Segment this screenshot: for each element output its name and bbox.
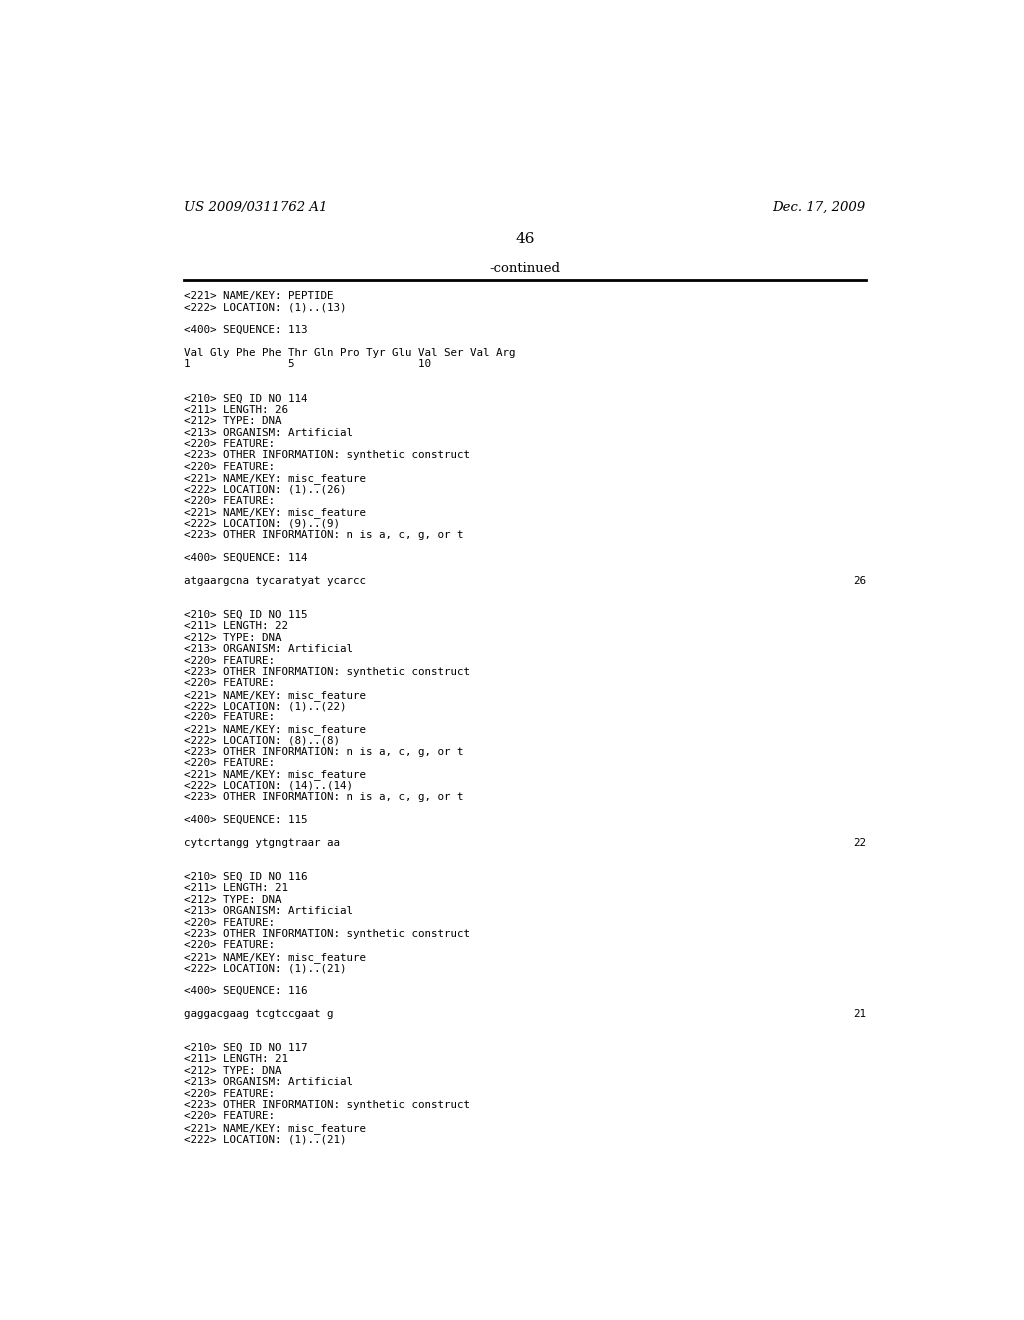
Text: 22: 22: [853, 838, 866, 847]
Text: <211> LENGTH: 21: <211> LENGTH: 21: [183, 883, 288, 894]
Text: atgaargcna tycaratyat ycarcc: atgaargcna tycaratyat ycarcc: [183, 576, 366, 586]
Text: <220> FEATURE:: <220> FEATURE:: [183, 1089, 274, 1098]
Text: <223> OTHER INFORMATION: n is a, c, g, or t: <223> OTHER INFORMATION: n is a, c, g, o…: [183, 747, 463, 756]
Text: <220> FEATURE:: <220> FEATURE:: [183, 940, 274, 950]
Text: <400> SEQUENCE: 113: <400> SEQUENCE: 113: [183, 325, 307, 335]
Text: <222> LOCATION: (1)..(21): <222> LOCATION: (1)..(21): [183, 964, 346, 973]
Text: <221> NAME/KEY: misc_feature: <221> NAME/KEY: misc_feature: [183, 1123, 366, 1134]
Text: <223> OTHER INFORMATION: synthetic construct: <223> OTHER INFORMATION: synthetic const…: [183, 929, 470, 939]
Text: 21: 21: [853, 1008, 866, 1019]
Text: <220> FEATURE:: <220> FEATURE:: [183, 496, 274, 506]
Text: <222> LOCATION: (1)..(13): <222> LOCATION: (1)..(13): [183, 302, 346, 313]
Text: <220> FEATURE:: <220> FEATURE:: [183, 462, 274, 471]
Text: <221> NAME/KEY: misc_feature: <221> NAME/KEY: misc_feature: [183, 473, 366, 484]
Text: <221> NAME/KEY: misc_feature: <221> NAME/KEY: misc_feature: [183, 689, 366, 701]
Text: <212> TYPE: DNA: <212> TYPE: DNA: [183, 1065, 282, 1076]
Text: Val Gly Phe Phe Thr Gln Pro Tyr Glu Val Ser Val Arg: Val Gly Phe Phe Thr Gln Pro Tyr Glu Val …: [183, 348, 515, 358]
Text: <212> TYPE: DNA: <212> TYPE: DNA: [183, 895, 282, 904]
Text: 46: 46: [515, 231, 535, 246]
Text: <212> TYPE: DNA: <212> TYPE: DNA: [183, 416, 282, 426]
Text: <220> FEATURE:: <220> FEATURE:: [183, 1111, 274, 1122]
Text: -continued: -continued: [489, 263, 560, 276]
Text: <210> SEQ ID NO 117: <210> SEQ ID NO 117: [183, 1043, 307, 1053]
Text: <221> NAME/KEY: PEPTIDE: <221> NAME/KEY: PEPTIDE: [183, 290, 333, 301]
Text: 1               5                   10: 1 5 10: [183, 359, 431, 370]
Text: cytcrtangg ytgngtraar aa: cytcrtangg ytgngtraar aa: [183, 838, 340, 847]
Text: <222> LOCATION: (1)..(26): <222> LOCATION: (1)..(26): [183, 484, 346, 495]
Text: gaggacgaag tcgtccgaat g: gaggacgaag tcgtccgaat g: [183, 1008, 333, 1019]
Text: <213> ORGANISM: Artificial: <213> ORGANISM: Artificial: [183, 644, 353, 655]
Text: <222> LOCATION: (9)..(9): <222> LOCATION: (9)..(9): [183, 519, 340, 529]
Text: <213> ORGANISM: Artificial: <213> ORGANISM: Artificial: [183, 1077, 353, 1088]
Text: <223> OTHER INFORMATION: synthetic construct: <223> OTHER INFORMATION: synthetic const…: [183, 1100, 470, 1110]
Text: <220> FEATURE:: <220> FEATURE:: [183, 917, 274, 928]
Text: <220> FEATURE:: <220> FEATURE:: [183, 678, 274, 688]
Text: <222> LOCATION: (1)..(21): <222> LOCATION: (1)..(21): [183, 1134, 346, 1144]
Text: <223> OTHER INFORMATION: n is a, c, g, or t: <223> OTHER INFORMATION: n is a, c, g, o…: [183, 531, 463, 540]
Text: <223> OTHER INFORMATION: n is a, c, g, or t: <223> OTHER INFORMATION: n is a, c, g, o…: [183, 792, 463, 803]
Text: <210> SEQ ID NO 115: <210> SEQ ID NO 115: [183, 610, 307, 620]
Text: <211> LENGTH: 21: <211> LENGTH: 21: [183, 1055, 288, 1064]
Text: <210> SEQ ID NO 116: <210> SEQ ID NO 116: [183, 873, 307, 882]
Text: <222> LOCATION: (8)..(8): <222> LOCATION: (8)..(8): [183, 735, 340, 746]
Text: <220> FEATURE:: <220> FEATURE:: [183, 758, 274, 768]
Text: US 2009/0311762 A1: US 2009/0311762 A1: [183, 201, 328, 214]
Text: <213> ORGANISM: Artificial: <213> ORGANISM: Artificial: [183, 428, 353, 438]
Text: <210> SEQ ID NO 114: <210> SEQ ID NO 114: [183, 393, 307, 404]
Text: <223> OTHER INFORMATION: synthetic construct: <223> OTHER INFORMATION: synthetic const…: [183, 667, 470, 677]
Text: <222> LOCATION: (1)..(22): <222> LOCATION: (1)..(22): [183, 701, 346, 711]
Text: <220> FEATURE:: <220> FEATURE:: [183, 713, 274, 722]
Text: <223> OTHER INFORMATION: synthetic construct: <223> OTHER INFORMATION: synthetic const…: [183, 450, 470, 461]
Text: <221> NAME/KEY: misc_feature: <221> NAME/KEY: misc_feature: [183, 507, 366, 519]
Text: <211> LENGTH: 26: <211> LENGTH: 26: [183, 405, 288, 414]
Text: <400> SEQUENCE: 116: <400> SEQUENCE: 116: [183, 986, 307, 997]
Text: 26: 26: [853, 576, 866, 586]
Text: <221> NAME/KEY: misc_feature: <221> NAME/KEY: misc_feature: [183, 770, 366, 780]
Text: <221> NAME/KEY: misc_feature: <221> NAME/KEY: misc_feature: [183, 723, 366, 735]
Text: <400> SEQUENCE: 114: <400> SEQUENCE: 114: [183, 553, 307, 562]
Text: <213> ORGANISM: Artificial: <213> ORGANISM: Artificial: [183, 907, 353, 916]
Text: <400> SEQUENCE: 115: <400> SEQUENCE: 115: [183, 814, 307, 825]
Text: Dec. 17, 2009: Dec. 17, 2009: [773, 201, 866, 214]
Text: <222> LOCATION: (14)..(14): <222> LOCATION: (14)..(14): [183, 781, 353, 791]
Text: <220> FEATURE:: <220> FEATURE:: [183, 656, 274, 665]
Text: <220> FEATURE:: <220> FEATURE:: [183, 440, 274, 449]
Text: <211> LENGTH: 22: <211> LENGTH: 22: [183, 622, 288, 631]
Text: <212> TYPE: DNA: <212> TYPE: DNA: [183, 632, 282, 643]
Text: <221> NAME/KEY: misc_feature: <221> NAME/KEY: misc_feature: [183, 952, 366, 962]
